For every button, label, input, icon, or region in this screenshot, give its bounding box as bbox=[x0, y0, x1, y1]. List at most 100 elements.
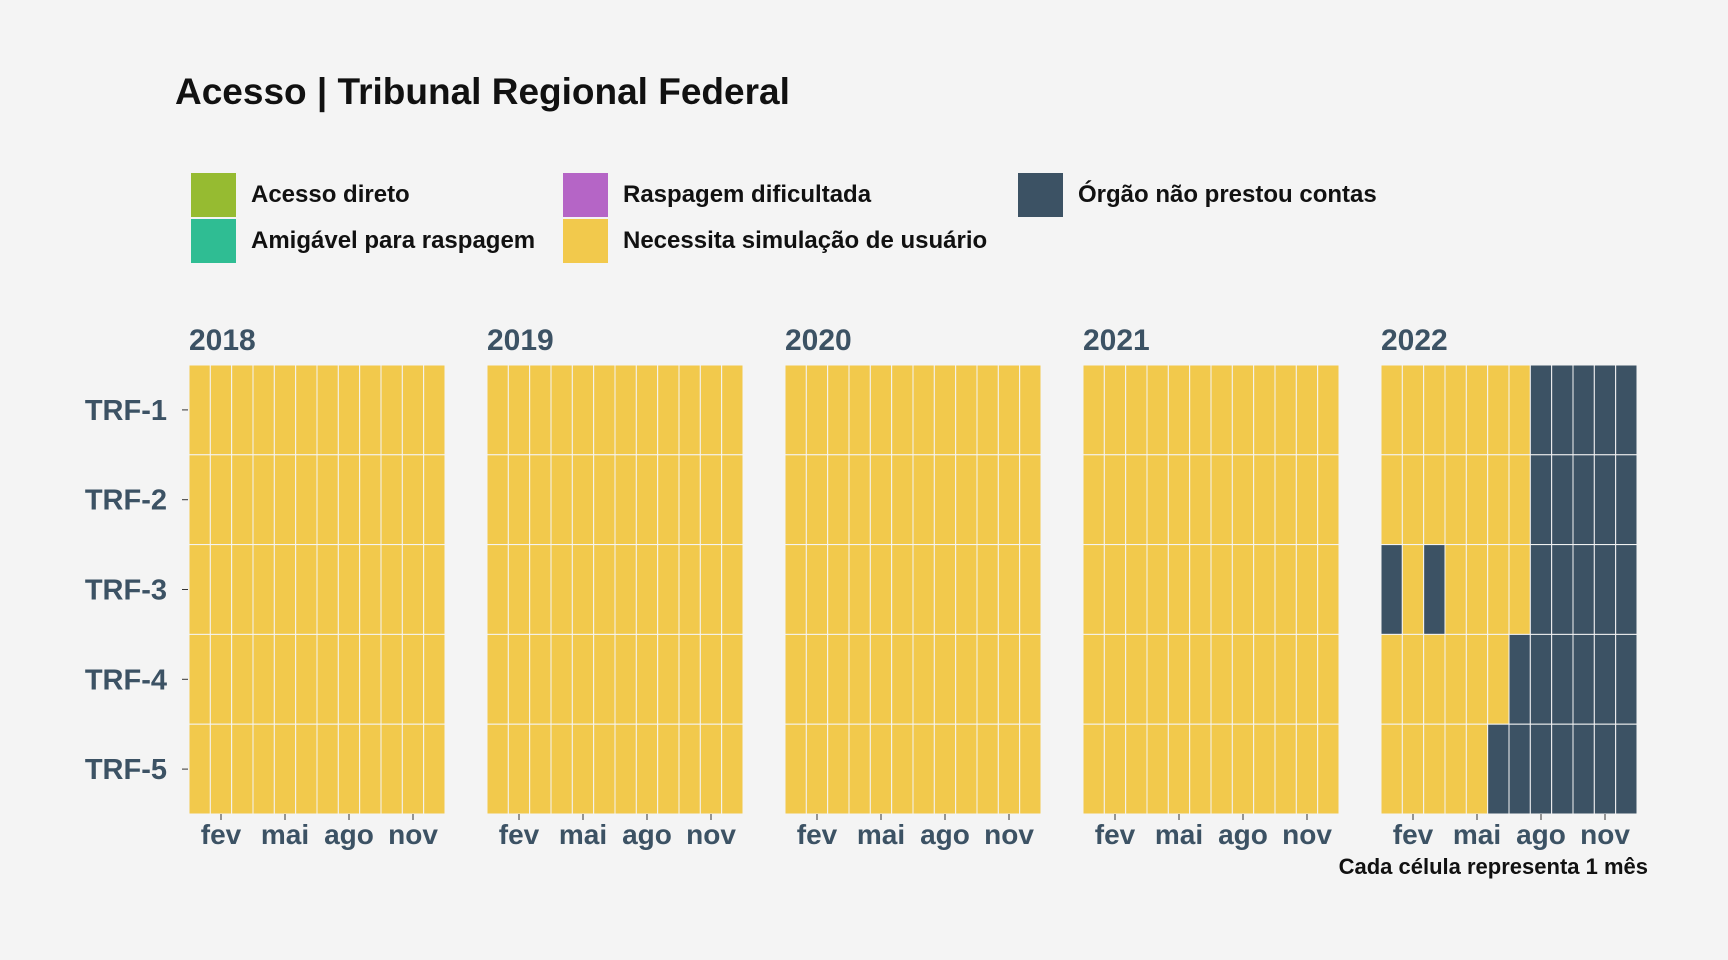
heatmap-cell bbox=[359, 544, 382, 635]
facet-label-2019: 2019 bbox=[487, 324, 554, 357]
heatmap-cell bbox=[1146, 454, 1169, 546]
heatmap-cell bbox=[273, 364, 297, 456]
heatmap-cell bbox=[1508, 364, 1531, 456]
heatmap-cell bbox=[507, 454, 531, 546]
legend-swatch bbox=[1018, 173, 1063, 217]
heatmap-cell bbox=[1019, 544, 1042, 635]
x-tick-label: ago bbox=[1516, 819, 1566, 850]
heatmap-cell bbox=[1423, 454, 1446, 546]
heatmap-cell bbox=[699, 723, 723, 815]
heatmap-cell bbox=[891, 544, 914, 635]
heatmap-cell bbox=[912, 723, 935, 815]
heatmap-cell bbox=[1253, 544, 1276, 635]
heatmap-cell bbox=[231, 364, 254, 456]
heatmap-cell bbox=[337, 633, 361, 725]
heatmap-cell bbox=[955, 454, 978, 546]
heatmap-cell bbox=[1487, 364, 1510, 456]
heatmap-cell bbox=[1423, 364, 1446, 456]
heatmap-cell bbox=[1103, 544, 1127, 635]
x-tick-label: mai bbox=[261, 819, 309, 850]
heatmap-cell bbox=[805, 633, 829, 725]
heatmap-cell bbox=[933, 544, 957, 635]
heatmap-cell bbox=[1423, 633, 1446, 725]
heatmap-cell bbox=[1082, 454, 1105, 546]
heatmap-cell bbox=[295, 364, 318, 456]
heatmap-cell bbox=[1317, 454, 1340, 546]
heatmap-cell bbox=[1082, 633, 1105, 725]
legend-label: Necessita simulação de usuário bbox=[623, 227, 988, 254]
heatmap-cell bbox=[1508, 454, 1531, 546]
heatmap-cell bbox=[1317, 544, 1340, 635]
heatmap-cell bbox=[678, 364, 701, 456]
heatmap-cell bbox=[209, 364, 233, 456]
x-tick-label: fev bbox=[201, 819, 242, 850]
heatmap-cell bbox=[912, 364, 935, 456]
heatmap-cell bbox=[1103, 454, 1127, 546]
heatmap-cell bbox=[1444, 723, 1467, 815]
x-tick-label: nov bbox=[686, 819, 736, 850]
heatmap-cell bbox=[891, 364, 914, 456]
heatmap-cell bbox=[571, 633, 595, 725]
heatmap-cell bbox=[231, 723, 254, 815]
heatmap-cell bbox=[699, 544, 723, 635]
heatmap-cell bbox=[423, 723, 446, 815]
heatmap-cell bbox=[550, 723, 573, 815]
heatmap-cell bbox=[550, 364, 573, 456]
facet-label-2021: 2021 bbox=[1083, 324, 1150, 357]
heatmap-cell bbox=[1103, 364, 1127, 456]
heatmap-cell bbox=[273, 723, 297, 815]
heatmap-cell bbox=[1401, 633, 1425, 725]
heatmap-cell bbox=[1189, 723, 1212, 815]
heatmap-cell bbox=[1508, 633, 1531, 725]
heatmap-cell bbox=[678, 454, 701, 546]
heatmap-cell bbox=[593, 454, 616, 546]
heatmap-cell bbox=[1615, 633, 1638, 725]
heatmap-cell bbox=[1146, 364, 1169, 456]
heatmap-cell bbox=[848, 544, 871, 635]
heatmap-cell bbox=[912, 544, 935, 635]
heatmap-cell bbox=[423, 454, 446, 546]
heatmap-cell bbox=[380, 364, 403, 456]
heatmap-cell bbox=[1317, 633, 1340, 725]
heatmap-cell bbox=[1487, 633, 1510, 725]
x-tick-label: mai bbox=[559, 819, 607, 850]
heatmap-cell bbox=[209, 633, 233, 725]
heatmap-cell bbox=[721, 454, 744, 546]
legend-label: Acesso direto bbox=[251, 181, 410, 208]
y-tick-label-trf-2: TRF-2 bbox=[85, 485, 167, 517]
heatmap-cell bbox=[1082, 364, 1105, 456]
heatmap-cell bbox=[1103, 723, 1127, 815]
heatmap-cell bbox=[550, 544, 573, 635]
heatmap-cell bbox=[955, 364, 978, 456]
heatmap-cell bbox=[1210, 544, 1233, 635]
heatmap-cell bbox=[1508, 723, 1531, 815]
heatmap-cell bbox=[827, 364, 850, 456]
heatmap-cell bbox=[401, 633, 425, 725]
heatmap-cell bbox=[1572, 544, 1595, 635]
heatmap-cell bbox=[252, 544, 275, 635]
heatmap-cell bbox=[976, 454, 999, 546]
legend-swatch bbox=[191, 173, 236, 217]
x-tick-label: ago bbox=[1218, 819, 1268, 850]
heatmap-cell bbox=[721, 544, 744, 635]
heatmap-cell bbox=[1615, 364, 1638, 456]
heatmap-cell bbox=[1551, 633, 1574, 725]
y-tick-label-trf-5: TRF-5 bbox=[85, 754, 167, 786]
heatmap-cell bbox=[231, 633, 254, 725]
heatmap-cell bbox=[359, 723, 382, 815]
heatmap-cell bbox=[976, 633, 999, 725]
heatmap-cell bbox=[316, 364, 339, 456]
heatmap-cell bbox=[1444, 454, 1467, 546]
heatmap-cell bbox=[401, 544, 425, 635]
heatmap-cell bbox=[209, 454, 233, 546]
heatmap-cell bbox=[401, 723, 425, 815]
heatmap-cell bbox=[1444, 633, 1467, 725]
heatmap-cell bbox=[273, 544, 297, 635]
heatmap-cell bbox=[614, 723, 637, 815]
heatmap-cell bbox=[486, 454, 509, 546]
heatmap-cell bbox=[593, 364, 616, 456]
heatmap-cell bbox=[316, 544, 339, 635]
heatmap-cell bbox=[1380, 544, 1403, 635]
heatmap-cell bbox=[1444, 544, 1467, 635]
